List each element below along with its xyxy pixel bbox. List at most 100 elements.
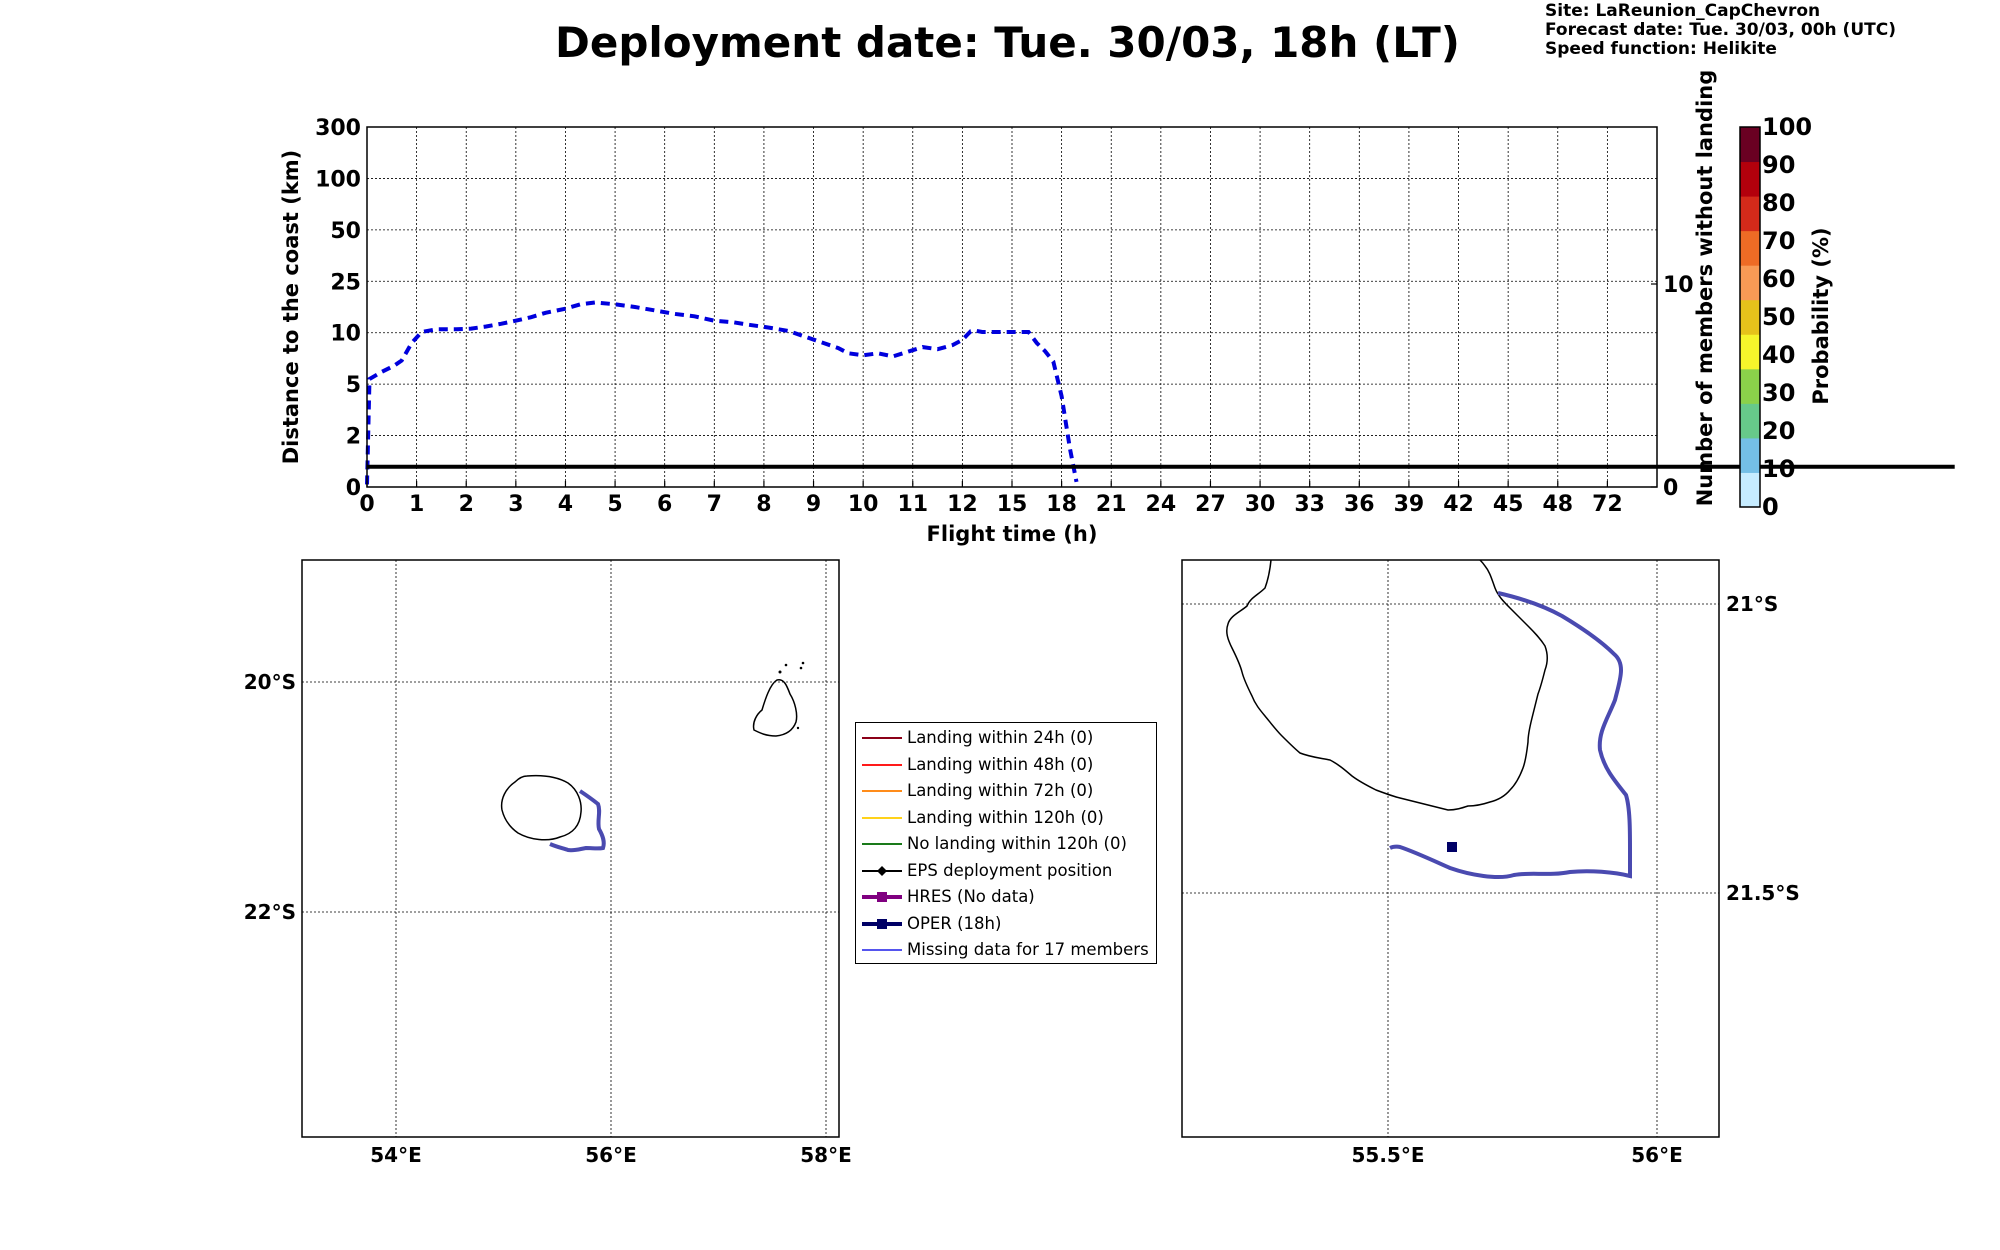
site-label: Site: LaReunion_CapChevron xyxy=(1545,1,1821,21)
distance-chart-series xyxy=(365,300,1955,485)
x-tick-label: 9 xyxy=(806,492,821,517)
zoom-map-frame xyxy=(1181,559,1720,1138)
map-lat-label: 21°S xyxy=(1726,592,1778,616)
overview-map-ticks: 54°E 56°E 58°E 20°S 22°S xyxy=(244,670,852,1167)
reunion-coast-zoom xyxy=(1226,559,1548,811)
colorbar-cell xyxy=(1740,161,1760,197)
x-tick-label: 42 xyxy=(1443,492,1474,517)
legend-item-label: Landing within 24h (0) xyxy=(907,728,1094,747)
overview-map: 54°E 56°E 58°E 20°S 22°S xyxy=(244,559,852,1167)
legend-square-marker xyxy=(877,918,887,929)
legend-item: OPER (18h) xyxy=(856,911,1156,937)
distance-chart: 0 1 2 3 4 5 6 7 8 9 10 11 12 15 18 21 24 27 30 33 36 39 42 45 48… xyxy=(279,70,1955,546)
legend-item-label: Landing within 72h (0) xyxy=(907,781,1094,800)
colorbar-cell xyxy=(1740,334,1760,370)
map-lat-label: 20°S xyxy=(244,670,296,694)
map-lon-label: 54°E xyxy=(370,1143,422,1167)
legend-item-label: No landing within 120h (0) xyxy=(907,834,1127,853)
legend-item-label: HRES (No data) xyxy=(907,887,1035,906)
reunion-island-outline xyxy=(500,774,582,841)
colorbar-ticks: 0 10 20 30 40 50 60 70 80 90 100 xyxy=(1762,113,1812,521)
colorbar-label: Probability (%) xyxy=(1809,227,1833,404)
chart-legend: Landing within 24h (0) Landing within 48h… xyxy=(855,722,1157,964)
legend-swatch xyxy=(862,949,902,951)
figure-metadata: Site: LaReunion_CapChevron Forecast date… xyxy=(1545,2,1896,59)
x-tick-label: 15 xyxy=(997,492,1028,517)
legend-swatch xyxy=(862,918,902,929)
y-right-axis-ticks: 0 10 xyxy=(1651,273,1694,501)
legend-item-label: Missing data for 17 members xyxy=(907,940,1149,959)
colorbar-tick-label: 10 xyxy=(1762,455,1795,483)
colorbar-tick-label: 30 xyxy=(1762,379,1795,407)
overview-map-frame xyxy=(301,559,840,1138)
zoom-map-ticks: 55.5°E 56°E 21°S 21.5°S xyxy=(1351,592,1799,1167)
legend-diamond-marker xyxy=(877,865,887,876)
mauritius-islets xyxy=(778,661,805,730)
legend-swatch xyxy=(862,763,902,766)
colorbar-cell xyxy=(1740,403,1760,439)
oper-trajectory-overview xyxy=(549,789,606,853)
distance-chart-grid xyxy=(367,127,1657,487)
x-tick-label: 39 xyxy=(1394,492,1425,517)
colorbar-cell xyxy=(1740,437,1760,473)
x-tick-label: 12 xyxy=(947,492,978,517)
figure-title: Deployment date: Tue. 30/03, 18h (LT) xyxy=(555,18,1460,67)
colorbar-cell xyxy=(1740,196,1760,232)
x-tick-label: 0 xyxy=(359,492,374,517)
y-tick-label: 100 xyxy=(315,167,361,192)
legend-item: Landing within 24h (0) xyxy=(856,725,1156,751)
x-tick-label: 27 xyxy=(1195,492,1226,517)
colorbar-tick-label: 20 xyxy=(1762,417,1795,445)
legend-swatch xyxy=(862,737,902,739)
x-tick-label: 36 xyxy=(1344,492,1375,517)
y-tick-label: 25 xyxy=(330,270,361,295)
colorbar-cell xyxy=(1740,472,1760,508)
colorbar-tick-label: 60 xyxy=(1762,265,1795,293)
legend-item: No landing within 120h (0) xyxy=(856,831,1156,857)
legend-item-label: Landing within 48h (0) xyxy=(907,754,1094,774)
colorbar-tick-label: 90 xyxy=(1762,151,1795,179)
zoom-map: 55.5°E 56°E 21°S 21.5°S xyxy=(1181,559,1800,1167)
y-tick-label: 0 xyxy=(346,476,361,501)
colorbar-cell xyxy=(1740,230,1760,266)
map-lon-label: 55.5°E xyxy=(1351,1143,1424,1167)
y-tick-label: 2 xyxy=(346,425,361,450)
x-tick-label: 7 xyxy=(707,492,722,517)
colorbar-tick-label: 0 xyxy=(1762,493,1779,521)
x-tick-label: 45 xyxy=(1493,492,1524,517)
x-tick-label: 1 xyxy=(409,492,424,517)
legend-swatch xyxy=(862,816,902,819)
forecast-date-label: Forecast date: Tue. 30/03, 00h (UTC) xyxy=(1545,20,1896,40)
colorbar-cell xyxy=(1740,299,1760,335)
zoom-map-grid xyxy=(1182,560,1719,1137)
x-tick-label: 11 xyxy=(897,492,928,517)
x-tick-label: 4 xyxy=(558,492,573,517)
legend-item: Landing within 120h (0) xyxy=(856,805,1156,831)
legend-item: Landing within 48h (0) xyxy=(856,752,1156,778)
y-axis-label: Distance to the coast (km) xyxy=(279,150,303,465)
y-tick-label: 10 xyxy=(330,322,361,347)
colorbar-frame xyxy=(1739,126,1761,508)
probability-colorbar: 0 10 20 30 40 50 60 70 80 90 100 xyxy=(1739,113,1812,521)
speed-function-label: Speed function: Helikite xyxy=(1545,39,1777,59)
legend-swatch xyxy=(862,892,902,902)
x-axis-ticks: 0 1 2 3 4 5 6 7 8 9 10 11 12 15 18 21 24 27 30 33 36 39 42 45 48… xyxy=(359,481,1623,517)
legend-square-marker xyxy=(877,892,887,902)
legend-item: HRES (No data) xyxy=(856,884,1156,910)
oper-trajectory-zoom xyxy=(1389,591,1632,879)
map-lat-label: 21.5°S xyxy=(1726,881,1800,905)
legend-item-label: OPER (18h) xyxy=(907,913,1002,933)
colorbar-tick-label: 80 xyxy=(1762,189,1795,217)
y-tick-label: 300 xyxy=(315,116,361,141)
legend-item-label: EPS deployment position xyxy=(907,860,1113,880)
colorbar-tick-label: 70 xyxy=(1762,227,1795,255)
x-tick-label: 5 xyxy=(607,492,622,517)
y-right-tick-label: 0 xyxy=(1663,476,1678,501)
x-tick-label: 10 xyxy=(848,492,879,517)
map-lon-label: 56°E xyxy=(1631,1143,1683,1167)
x-tick-label: 72 xyxy=(1592,492,1623,517)
x-tick-label: 30 xyxy=(1245,492,1276,517)
y-tick-label: 5 xyxy=(346,373,361,398)
